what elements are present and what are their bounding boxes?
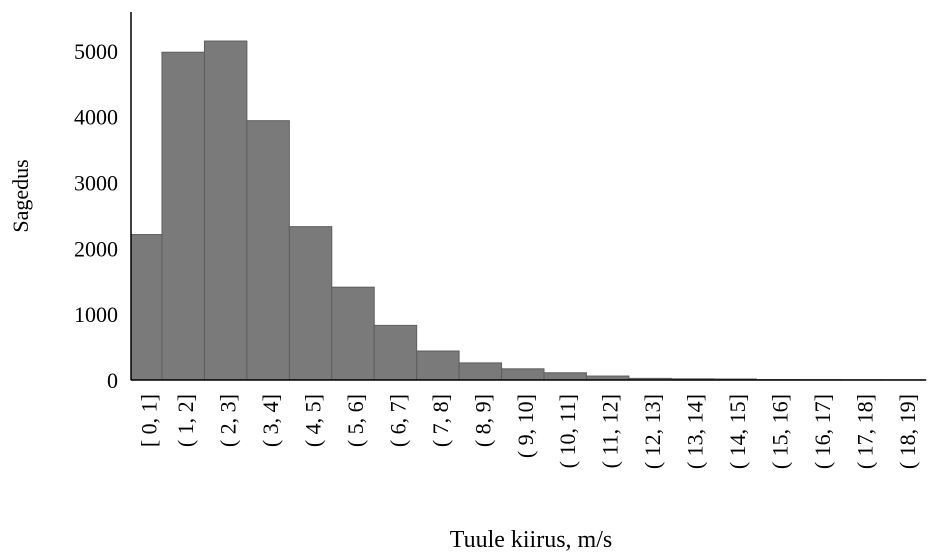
bar-8 xyxy=(458,362,503,381)
y-tick-label-3: 3000 xyxy=(74,171,118,196)
y-tick-label-5: 5000 xyxy=(74,39,118,64)
x-tick-label-1: ( 1, 2] xyxy=(173,394,198,447)
x-tick-label-10: ( 10, 11] xyxy=(555,394,580,468)
x-axis-label: Tuule kiirus, m/s xyxy=(450,527,612,553)
x-tick-label-15: ( 15, 16] xyxy=(767,394,792,469)
bars-group xyxy=(130,40,927,381)
bar-3 xyxy=(246,120,290,381)
x-tick-label-8: ( 8, 9] xyxy=(470,394,495,447)
x-ticks-group: [ 0, 1] ( 1, 2] ( 2, 3] ( 3, 4] ( 4, 5] ( 5, … xyxy=(137,394,920,469)
bar-6 xyxy=(373,324,418,381)
bar-10 xyxy=(543,372,587,381)
y-axis-label: Sagedus xyxy=(8,159,33,232)
x-tick-label-5: ( 5, 6] xyxy=(343,394,368,447)
bar-4 xyxy=(288,226,333,381)
y-tick-label-0: 0 xyxy=(107,368,118,393)
y-tick-label-1: 1000 xyxy=(74,302,118,327)
x-tick-label-2: ( 2, 3] xyxy=(216,394,241,447)
x-tick-label-4: ( 4, 5] xyxy=(301,394,326,447)
x-tick-label-16: ( 16, 17] xyxy=(810,394,835,469)
x-tick-label-17: ( 17, 18] xyxy=(852,394,877,469)
y-tick-label-4: 4000 xyxy=(74,105,118,130)
x-tick-label-12: ( 12, 13] xyxy=(640,394,665,469)
y-tick-label-2: 2000 xyxy=(74,236,118,261)
x-tick-label-7: ( 7, 8] xyxy=(428,394,453,447)
bar-9 xyxy=(501,368,545,381)
x-tick-label-14: ( 14, 15] xyxy=(725,394,750,469)
x-tick-label-3: ( 3, 4] xyxy=(258,394,283,447)
x-tick-label-0: [ 0, 1] xyxy=(137,394,162,447)
bar-2 xyxy=(203,40,248,381)
x-tick-label-9: ( 9, 10] xyxy=(513,394,538,458)
bar-5 xyxy=(331,286,375,381)
x-tick-label-11: ( 11, 12] xyxy=(598,394,623,468)
bar-7 xyxy=(416,350,460,381)
y-ticks-group: 0 1000 2000 3000 4000 5000 xyxy=(74,39,118,393)
x-tick-label-6: ( 6, 7] xyxy=(385,394,410,447)
bar-1 xyxy=(161,51,205,381)
x-tick-label-13: ( 13, 14] xyxy=(683,394,708,469)
x-tick-label-18: ( 18, 19] xyxy=(895,394,920,469)
bar-0 xyxy=(130,234,163,381)
